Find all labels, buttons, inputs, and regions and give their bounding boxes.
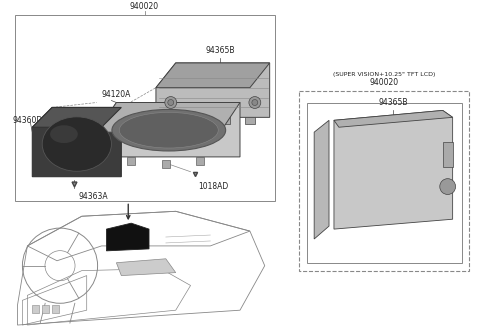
- Circle shape: [252, 99, 258, 106]
- Circle shape: [249, 96, 261, 109]
- Polygon shape: [443, 142, 453, 167]
- Polygon shape: [156, 63, 270, 117]
- Polygon shape: [186, 117, 195, 124]
- Circle shape: [168, 99, 174, 106]
- Polygon shape: [245, 117, 255, 124]
- Ellipse shape: [50, 125, 78, 143]
- Polygon shape: [107, 223, 149, 251]
- Polygon shape: [96, 103, 240, 157]
- Polygon shape: [314, 120, 329, 239]
- Text: 940020: 940020: [130, 2, 159, 10]
- Text: 94360D: 94360D: [12, 116, 43, 125]
- Bar: [300, 91, 469, 271]
- Polygon shape: [32, 108, 121, 127]
- Polygon shape: [116, 259, 176, 276]
- Circle shape: [440, 179, 456, 195]
- Ellipse shape: [42, 117, 111, 171]
- Polygon shape: [42, 305, 49, 313]
- Text: 94120A: 94120A: [102, 90, 131, 98]
- Polygon shape: [162, 160, 170, 168]
- Polygon shape: [220, 117, 230, 124]
- Ellipse shape: [120, 113, 218, 148]
- Text: 94365B: 94365B: [205, 46, 235, 55]
- Text: 940020: 940020: [370, 78, 399, 87]
- Bar: [14, 15, 275, 201]
- Bar: [307, 103, 462, 263]
- Polygon shape: [334, 111, 453, 229]
- Polygon shape: [96, 103, 240, 132]
- Polygon shape: [196, 157, 204, 165]
- Polygon shape: [334, 111, 453, 127]
- Circle shape: [165, 96, 177, 109]
- Text: 94363A: 94363A: [79, 192, 108, 200]
- Text: 94365B: 94365B: [379, 98, 408, 108]
- Text: (SUPER VISION+10.25" TFT LCD): (SUPER VISION+10.25" TFT LCD): [333, 72, 435, 77]
- Ellipse shape: [112, 110, 226, 151]
- Polygon shape: [127, 157, 135, 165]
- Text: 1018AD: 1018AD: [198, 182, 228, 191]
- Polygon shape: [52, 305, 59, 313]
- Polygon shape: [32, 108, 121, 177]
- Polygon shape: [156, 63, 270, 88]
- Polygon shape: [32, 305, 39, 313]
